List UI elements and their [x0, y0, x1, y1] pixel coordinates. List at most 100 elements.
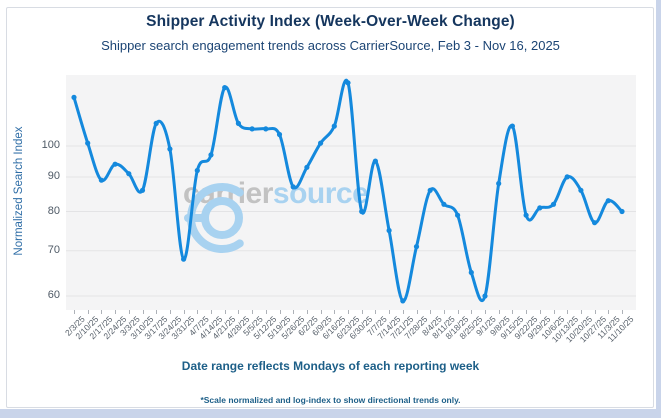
data-point-8-18-25 — [455, 212, 461, 218]
data-point-4-14-25 — [208, 152, 214, 158]
x-tick-mark — [101, 310, 103, 314]
data-point-7-7-25 — [372, 158, 378, 164]
x-tick-mark — [471, 310, 473, 314]
data-point-11-10-25 — [619, 208, 625, 215]
data-point-6-23-25 — [345, 80, 351, 86]
x-tick-mark — [512, 310, 514, 314]
y-tick-label: 80 — [47, 204, 60, 217]
data-point-4-7-25 — [194, 167, 200, 174]
data-point-10-13-25 — [564, 174, 570, 180]
x-tick-mark — [87, 310, 89, 314]
data-point-9-8-25 — [496, 180, 502, 187]
x-tick-mark — [74, 310, 75, 314]
gridlines — [66, 145, 636, 297]
chart-title: Shipper Activity Index (Week-Over-Week C… — [146, 13, 515, 30]
x-tick-mark — [279, 310, 281, 314]
chart-subtitle: Shipper search engagement trends across … — [101, 38, 560, 53]
x-tick-mark — [306, 310, 308, 314]
data-point-3-24-25 — [167, 146, 173, 152]
data-point-7-28-25 — [413, 244, 420, 250]
data-point-9-29-25 — [537, 205, 543, 211]
data-point-7-21-25 — [400, 298, 406, 304]
x-tick-mark — [348, 310, 349, 314]
series-line — [72, 78, 624, 303]
scale-footnote: *Scale normalized and log-index to show … — [200, 395, 461, 405]
y-axis-title: Normalized Search Index — [13, 126, 25, 256]
data-point-2-17-25 — [98, 177, 104, 183]
x-tick-mark — [443, 310, 445, 314]
x-tick-mark — [608, 310, 610, 314]
data-point-5-5-25 — [249, 126, 255, 132]
x-tick-mark — [416, 310, 418, 314]
y-tick-label: 60 — [47, 289, 60, 301]
data-point-2-24-25 — [112, 161, 118, 167]
x-tick-mark — [498, 310, 500, 314]
data-point-4-21-25 — [222, 85, 228, 91]
x-tick-mark — [539, 310, 541, 314]
x-tick-mark — [567, 310, 569, 314]
x-tick-mark — [115, 310, 117, 314]
x-tick-mark — [457, 310, 459, 314]
data-point-10-27-25 — [592, 220, 598, 226]
x-tick-mark — [252, 310, 254, 314]
data-point-4-28-25 — [235, 120, 241, 126]
y-tick-label: 70 — [47, 243, 60, 256]
data-point-11-3-25 — [605, 198, 611, 204]
x-axis-caption: Date range reflects Mondays of each repo… — [181, 359, 480, 373]
page-background-strip-right — [656, 0, 661, 418]
data-point-5-26-25 — [290, 184, 296, 190]
data-point-9-1-25 — [482, 293, 488, 299]
x-tick-mark — [238, 310, 240, 314]
x-tick-mark — [430, 310, 432, 314]
x-tick-mark — [361, 310, 363, 314]
data-point-5-12-25 — [263, 126, 269, 132]
x-tick-mark — [197, 310, 199, 314]
x-tick-mark — [402, 310, 404, 314]
data-point-6-30-25 — [359, 208, 365, 215]
data-point-8-4-25 — [427, 187, 433, 193]
data-point-7-14-25 — [386, 227, 392, 234]
line-series — [71, 78, 625, 304]
data-point-10-20-25 — [578, 187, 584, 193]
x-tick-mark — [334, 310, 336, 314]
data-point-3-3-25 — [126, 171, 132, 177]
x-tick-mark — [526, 310, 528, 314]
page-background-strip-bottom — [0, 409, 661, 418]
data-point-3-31-25 — [181, 256, 187, 262]
data-point-8-11-25 — [441, 201, 447, 207]
data-point-3-10-25 — [139, 187, 146, 193]
data-point-10-6-25 — [550, 201, 557, 207]
data-point-2-3-25 — [71, 94, 77, 100]
data-point-2-10-25 — [85, 140, 91, 146]
x-tick-mark — [320, 310, 322, 314]
data-point-6-9-25 — [318, 140, 324, 146]
x-tick-mark — [265, 310, 267, 314]
x-tick-mark — [485, 310, 486, 314]
x-tick-mark — [553, 310, 555, 314]
x-tick-mark — [389, 310, 391, 314]
x-tick-mark — [594, 310, 596, 314]
x-tick-mark — [211, 310, 212, 314]
x-tick-mark — [293, 310, 295, 314]
x-tick-mark — [128, 310, 130, 314]
x-tick-mark — [169, 310, 171, 314]
watermark-word-source: source — [272, 177, 369, 210]
x-tick-mark — [183, 310, 185, 314]
x-tick-mark — [375, 310, 377, 314]
data-point-6-2-25 — [304, 164, 310, 170]
x-tick-mark — [580, 310, 582, 314]
x-tick-mark — [142, 310, 144, 314]
data-point-6-16-25 — [331, 123, 337, 129]
data-point-5-19-25 — [276, 131, 283, 138]
data-point-9-22-25 — [523, 212, 529, 218]
x-tick-mark — [156, 310, 158, 314]
plot-area: carriersource — [66, 75, 636, 310]
data-point-3-17-25 — [153, 120, 159, 126]
y-tick-label: 100 — [41, 139, 60, 151]
y-tick-label: 90 — [47, 169, 60, 182]
x-tick-mark — [622, 310, 623, 314]
data-point-9-15-25 — [509, 123, 515, 129]
data-point-8-25-25 — [468, 269, 474, 276]
x-tick-mark — [224, 310, 226, 314]
